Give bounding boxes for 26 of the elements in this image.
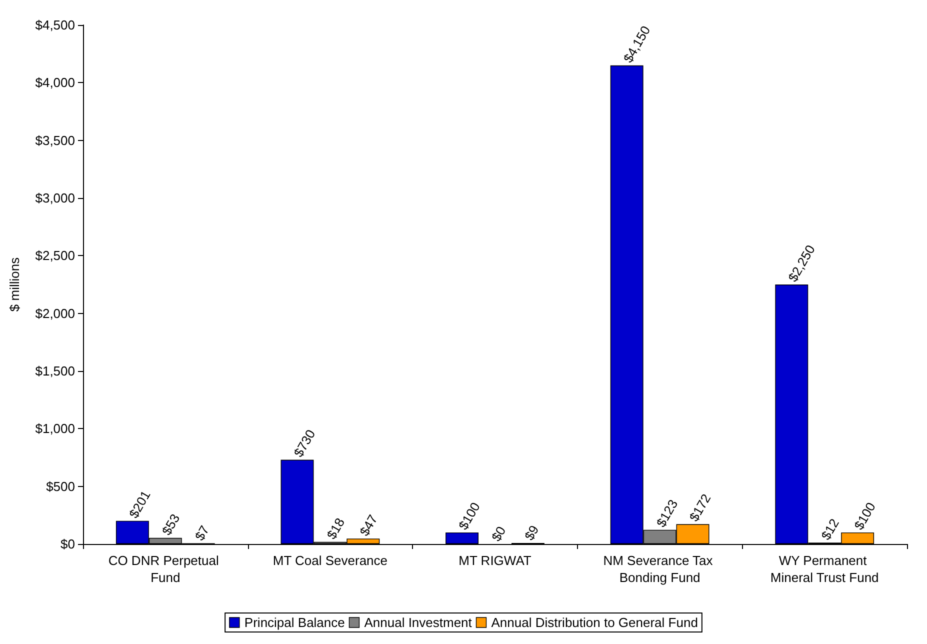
x-tick-label: NM Severance Tax Bonding Fund xyxy=(603,553,716,585)
x-tick-label: CO DNR Perpetual Fund xyxy=(108,553,222,585)
y-tick-label: $4,000 xyxy=(35,75,75,90)
x-tick-label: WY Permanent Mineral Trust Fund xyxy=(770,553,879,585)
legend-label: Principal Balance xyxy=(244,615,345,630)
y-tick-label: $1,000 xyxy=(35,421,75,436)
data-label: $7 xyxy=(192,522,212,543)
x-tick-label: MT RIGWAT xyxy=(458,553,532,568)
data-label: $53 xyxy=(158,511,183,538)
data-label: $12 xyxy=(818,516,842,542)
y-tick-label: $1,500 xyxy=(35,364,75,378)
y-tick-label: $3,000 xyxy=(35,190,75,206)
y-tick-label: $3,500 xyxy=(35,132,75,148)
y-tick-label: $4,500 xyxy=(35,18,75,32)
y-tick-label: $500 xyxy=(46,478,75,494)
y-axis-title: $ millions xyxy=(7,256,22,312)
data-label: $0 xyxy=(488,524,509,544)
y-tick-label: $0 xyxy=(60,536,75,552)
legend-label: Annual Investment xyxy=(364,615,472,630)
y-tick-label: $2,000 xyxy=(35,306,75,321)
x-tick-label: MT Coal Severance xyxy=(272,553,388,568)
data-label: $47 xyxy=(356,512,380,538)
data-label: $9 xyxy=(521,522,542,543)
data-label: $18 xyxy=(324,515,348,542)
y-tick-label: $2,500 xyxy=(35,248,75,264)
legend-label: Annual Distribution to General Fund xyxy=(491,615,698,630)
